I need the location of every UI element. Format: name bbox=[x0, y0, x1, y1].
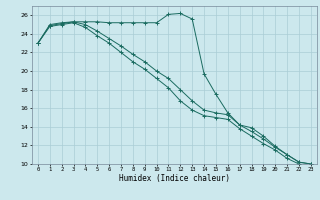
X-axis label: Humidex (Indice chaleur): Humidex (Indice chaleur) bbox=[119, 174, 230, 183]
